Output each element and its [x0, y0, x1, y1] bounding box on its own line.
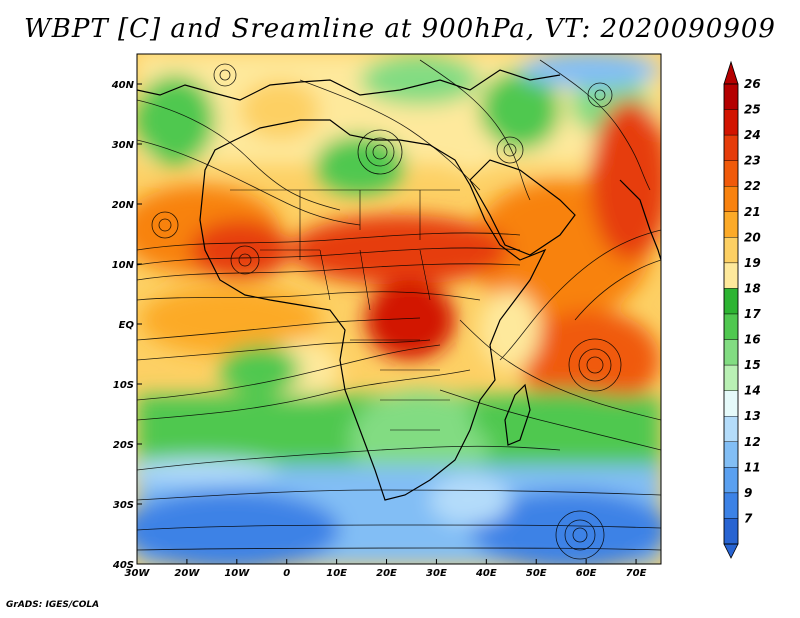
lat-tick-label: 40S: [112, 560, 134, 571]
colorbar-label: 15: [744, 358, 761, 372]
colorbar-label: 16: [744, 333, 761, 347]
colorbar-label: 13: [744, 409, 761, 423]
lat-tick-label: 20S: [113, 440, 134, 451]
colorbar-swatch: [723, 390, 739, 417]
colorbar-label: 20: [744, 230, 761, 244]
colorbar-label: 11: [744, 460, 761, 474]
lat-tick-label: EQ: [119, 320, 135, 331]
colorbar-swatch: [723, 339, 739, 366]
colorbar-swatch: [723, 441, 739, 468]
colorbar-label: 21: [744, 205, 761, 219]
lat-tick-label: 10S: [113, 380, 134, 391]
lon-tick-label: 0: [283, 568, 290, 579]
colorbar-bottom-arrow: [723, 543, 739, 559]
streamlines: [137, 59, 661, 560]
colorbar-label: 19: [744, 256, 761, 270]
colorbar-label: 26: [744, 77, 761, 91]
wbpt-field: [137, 54, 661, 564]
colorbar-swatch: [723, 518, 739, 545]
colorbar-swatch: [723, 364, 739, 391]
colorbar-swatch: [723, 160, 739, 187]
colorbar-swatch: [723, 83, 739, 110]
lon-tick-label: 70E: [626, 568, 647, 579]
colorbar-swatch: [723, 134, 739, 161]
colorbar-swatch: [723, 211, 739, 238]
lon-tick-label: 10W: [224, 568, 250, 579]
colorbar-label: 7: [744, 511, 753, 525]
lon-tick-label: 60E: [576, 568, 597, 579]
lon-tick-label: 10E: [326, 568, 347, 579]
colorbar: 26 25 24 23 22 21 20 19 18 17 16 15 14 13 12 11 9 7: [723, 60, 761, 559]
lon-tick-label: 20W: [174, 568, 200, 579]
colorbar-swatch: [723, 109, 739, 136]
lon-tick-label: 40E: [475, 568, 497, 579]
map-frame: [136, 53, 662, 565]
lon-tick-label: 30E: [426, 568, 447, 579]
colorbar-label: 18: [744, 281, 761, 295]
colorbar-top-arrow: [723, 60, 739, 85]
country-borders: [230, 189, 460, 431]
colorbar-border: [723, 83, 739, 545]
colorbar-label: 25: [744, 103, 761, 117]
lon-tick-label: 50E: [526, 568, 547, 579]
colorbar-label: 12: [744, 435, 761, 449]
colorbar-swatch: [723, 262, 739, 289]
lon-tick-label: 20E: [376, 568, 397, 579]
coastlines: [137, 69, 661, 501]
axis-ticks: 30W 20W 10W 0 10E 20E 30E 40E 50E 60E 70E 40N 30N 20N…: [111, 80, 647, 579]
colorbar-swatch: [723, 313, 739, 340]
chart-title: WBPT [C] and Sreamline at 900hPa, VT: 20…: [24, 14, 776, 44]
colorbar-label: 14: [744, 384, 761, 398]
lat-tick-label: 40N: [111, 80, 135, 91]
colorbar-label: 9: [744, 486, 752, 500]
colorbar-swatch: [723, 237, 739, 264]
colorbar-swatch: [723, 467, 739, 494]
colorbar-swatch: [723, 416, 739, 442]
colorbar-swatch: [723, 288, 739, 315]
colorbar-swatch: [723, 492, 739, 519]
lat-tick-label: 30S: [113, 500, 134, 511]
colorbar-label: 23: [744, 154, 761, 168]
lat-tick-label: 20N: [112, 200, 135, 211]
colorbar-label: 17: [744, 307, 761, 321]
colorbar-label: 22: [744, 179, 761, 193]
lat-tick-label: 30N: [112, 140, 135, 151]
grads-credit: GrADS: IGES/COLA: [6, 600, 100, 610]
lon-tick-label: 30W: [125, 568, 151, 579]
colorbar-label: 24: [744, 128, 761, 142]
colorbar-swatch: [723, 186, 739, 212]
lat-tick-label: 10N: [112, 260, 135, 271]
